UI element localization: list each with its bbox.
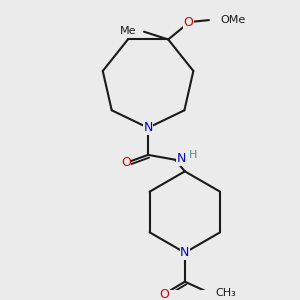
Text: N: N [180,246,190,259]
Text: CH₃: CH₃ [216,288,237,298]
Text: O: O [160,288,170,300]
Text: OMe: OMe [220,15,246,25]
Text: O: O [121,156,131,169]
Text: N: N [177,152,187,165]
Text: Me: Me [120,26,136,36]
Text: H: H [189,150,197,160]
Text: N: N [143,121,153,134]
Text: O: O [184,16,194,28]
